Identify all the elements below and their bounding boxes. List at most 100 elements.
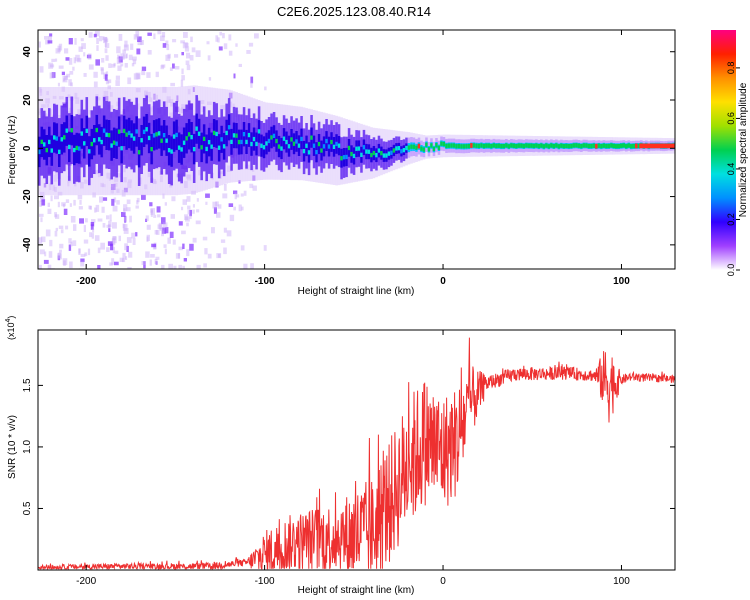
scatter-cell (182, 199, 187, 205)
scatter-cell (118, 56, 123, 63)
band-core (465, 144, 468, 149)
scatter-cell (72, 66, 75, 71)
band-core (327, 144, 331, 149)
band-core (485, 143, 488, 148)
band-core (352, 153, 356, 159)
scatter-cell (94, 31, 100, 37)
scatter-cell (184, 214, 189, 220)
scatter-cell (250, 82, 253, 88)
scatter-cell (234, 192, 237, 200)
scatter-cell (192, 209, 195, 214)
scatter-cell (145, 251, 150, 258)
band-core (185, 136, 188, 141)
svg-text:(x104): (x104) (5, 316, 16, 340)
band-core (330, 139, 333, 145)
scatter-cell (64, 48, 69, 54)
scatter-cell (81, 43, 86, 49)
scatter-cell (241, 206, 244, 211)
band-core (302, 149, 306, 154)
scatter-cell (117, 65, 122, 71)
scatter-cell (155, 256, 160, 260)
scatter-cell (122, 49, 126, 54)
band-core (580, 144, 583, 149)
scatter-cell (50, 195, 53, 202)
x-tick-label: 100 (613, 276, 630, 287)
scatter-cell (78, 248, 81, 255)
scatter-cell (181, 68, 184, 75)
scatter-cell (127, 267, 132, 269)
scatter-cell (54, 230, 58, 237)
scatter-cell (59, 249, 62, 253)
scatter-cell (153, 214, 157, 218)
scatter-cell (118, 235, 121, 242)
scatter-cell (233, 73, 236, 79)
scatter-cell (150, 254, 155, 258)
scatter-cell (124, 40, 128, 48)
band-core (78, 146, 81, 151)
scatter-cell (101, 206, 105, 213)
band-core (450, 143, 453, 148)
band-core (147, 135, 151, 141)
scatter-cell (149, 259, 152, 266)
band-core (457, 144, 461, 149)
scatter-cell (147, 32, 152, 36)
band-core (230, 139, 233, 144)
band-core (600, 144, 603, 149)
scatter-cell (49, 72, 55, 79)
scatter-cell (124, 63, 128, 68)
scatter-cell (64, 75, 68, 80)
x-tick-label: -100 (255, 576, 275, 587)
band-core (222, 144, 226, 149)
scatter-cell (57, 252, 61, 258)
scatter-cell (254, 33, 259, 39)
band-core (505, 143, 508, 148)
scatter-cell (123, 204, 128, 212)
scatter-cell (111, 63, 116, 68)
band-core (637, 143, 641, 149)
band-core (45, 148, 49, 153)
band-core (462, 144, 466, 149)
scatter-cell (136, 197, 140, 203)
band-core (155, 132, 158, 137)
scatter-cell (192, 204, 195, 208)
band-core (55, 136, 59, 141)
scatter-cell (104, 38, 109, 43)
band-core (162, 133, 166, 138)
scatter-cell (127, 77, 132, 85)
band-core (255, 141, 258, 147)
scatter-cell (108, 63, 112, 68)
band-core (357, 146, 361, 151)
band-core (472, 143, 476, 148)
band-core (627, 143, 631, 148)
band-core (83, 141, 86, 146)
band-core (232, 133, 236, 138)
scatter-cell (206, 41, 210, 45)
scatter-cell (62, 203, 65, 208)
scatter-cell (183, 258, 187, 262)
scatter-cell (106, 247, 110, 252)
scatter-cell (137, 41, 143, 46)
band-core (98, 137, 101, 142)
scatter-cell (157, 214, 161, 218)
scatter-cell (126, 199, 131, 204)
scatter-cell (222, 33, 225, 39)
scatter-cell (162, 43, 167, 48)
scatter-cell (219, 31, 222, 36)
x-tick-label: 0 (440, 276, 446, 287)
band-core (75, 145, 79, 151)
band-core (572, 143, 576, 148)
band-core (587, 143, 591, 149)
snr-frame (37, 329, 676, 571)
band-core (480, 143, 483, 148)
figure-title: C2E6.2025.123.08.40.R14 (277, 4, 431, 19)
scatter-cell (54, 195, 59, 200)
scatter-cell (226, 230, 232, 237)
scatter-cell (149, 202, 153, 207)
scatter-cell (150, 208, 153, 213)
scatter-cell (157, 224, 163, 229)
scatter-cell (120, 53, 125, 60)
scatter-cell (248, 42, 254, 47)
scatter-cell (223, 184, 227, 191)
scatter-cell (78, 248, 81, 254)
scatter-cell (132, 238, 136, 245)
